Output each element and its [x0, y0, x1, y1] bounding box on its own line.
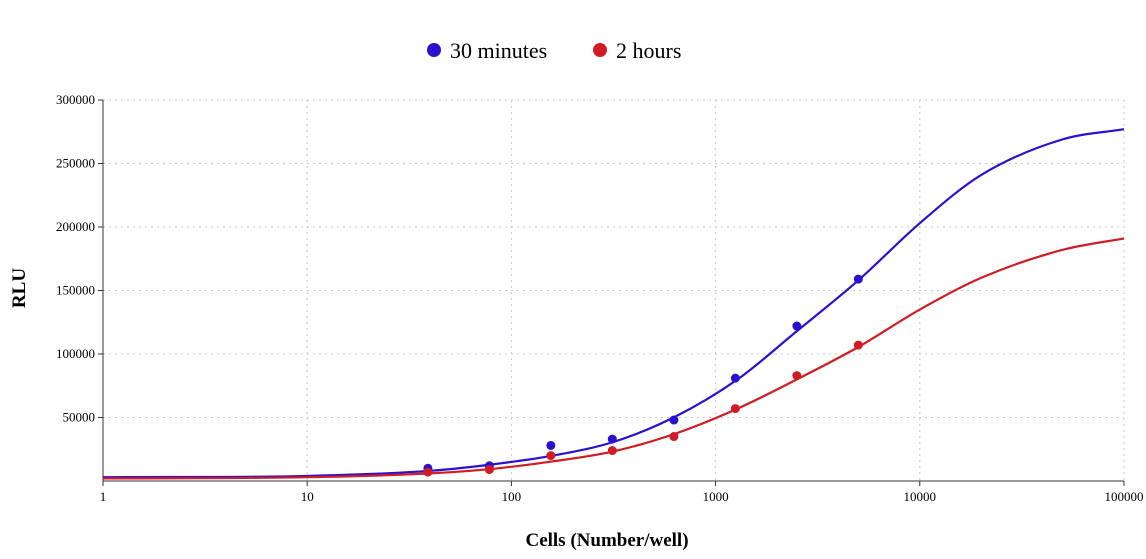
- series-2-hours-point: [423, 467, 433, 477]
- series-2-hours-point: [546, 451, 556, 461]
- series-30-minutes-point: [607, 434, 617, 444]
- series-2-hours-point: [669, 432, 679, 442]
- series-30-minutes-point: [730, 373, 740, 383]
- series-30-minutes-point: [853, 274, 863, 284]
- series-2-hours-fit-line: [102, 237, 1125, 480]
- data-points: [423, 274, 863, 477]
- y-tick-label: 300000: [56, 92, 95, 107]
- legend-item-30-minutes-label: 30 minutes: [450, 38, 547, 63]
- series-2-hours-point: [730, 404, 740, 414]
- y-axis-title: RLU: [9, 268, 30, 308]
- x-tick-label: 10000: [904, 489, 937, 504]
- x-axis-title: Cells (Number/well): [525, 530, 688, 551]
- legend-item-2-hours-label: 2 hours: [616, 38, 681, 63]
- series-30-minutes-point: [792, 321, 802, 331]
- series-30-minutes-point: [669, 415, 679, 425]
- series-30-minutes-point: [546, 440, 556, 450]
- legend: 30 minutes 2 hours: [427, 38, 681, 63]
- legend-item-2-hours-marker: [593, 43, 607, 57]
- x-tick-label: 1: [100, 489, 107, 504]
- y-tick-label: 200000: [56, 219, 95, 234]
- y-tick-label: 150000: [56, 283, 95, 298]
- series-2-hours-point: [792, 371, 802, 381]
- fit-curves: [102, 128, 1125, 480]
- series-2-hours-point: [484, 465, 494, 475]
- series-30-minutes-fit-line: [102, 128, 1125, 479]
- grid: [103, 99, 1125, 481]
- x-tick-label: 100: [502, 489, 522, 504]
- y-tick-label: 100000: [56, 346, 95, 361]
- series-2-hours-point: [853, 340, 863, 350]
- x-tick-label: 10: [301, 489, 314, 504]
- x-tick-label: 100000: [1105, 489, 1144, 504]
- y-tick-label: 50000: [63, 410, 96, 425]
- legend-item-30-minutes-marker: [427, 43, 441, 57]
- x-tick-label: 1000: [703, 489, 729, 504]
- y-tick-label: 250000: [56, 156, 95, 171]
- axes: 50000 100000 150000 200000 250000 300000 1 10 10…: [56, 92, 1144, 504]
- series-2-hours-point: [607, 446, 617, 456]
